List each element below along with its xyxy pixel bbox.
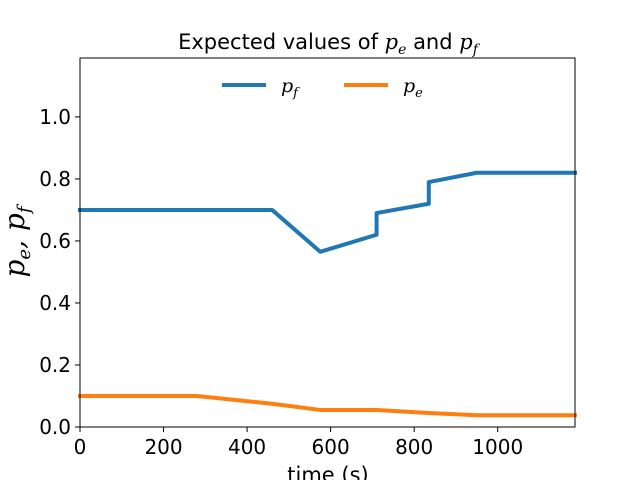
y-tick-label: 0.8 (39, 167, 71, 191)
y-tick-label: 0.4 (39, 291, 71, 315)
series-line-p-f (78, 170, 577, 254)
plot-frame (79, 57, 576, 428)
x-tick-label: 0 (74, 435, 87, 459)
y-tick-label: 0.6 (39, 229, 71, 253)
svg-text:pe, pf: pe, pf (0, 203, 35, 277)
chart-title: Expected values of pe and pf (178, 30, 481, 58)
chart-title-mid: and (406, 30, 459, 54)
chart-title-var-f: p (459, 30, 472, 54)
chart-title-sub-f: f (472, 42, 481, 58)
y-axis-label: pe, pf (0, 203, 35, 277)
x-tick-label: 200 (144, 435, 182, 459)
series-line-p-e (78, 393, 577, 418)
legend-label-p-f: pf (281, 75, 300, 101)
x-tick-label: 600 (312, 435, 350, 459)
plot-area (78, 170, 577, 418)
x-tick-label: 400 (228, 435, 266, 459)
chart-title-prefix: Expected values of (178, 30, 385, 54)
legend: pf pe (222, 75, 423, 101)
x-axis-label: time (s) (287, 463, 368, 480)
x-axis-ticks: 0 200 400 600 800 1000 (74, 427, 523, 459)
x-tick-label: 800 (395, 435, 433, 459)
y-tick-label: 0.0 (39, 415, 71, 439)
y-tick-label: 0.2 (39, 353, 71, 377)
chart-title-sub-e: e (398, 42, 406, 58)
x-tick-label: 1000 (472, 435, 523, 459)
y-axis-ticks: 0.0 0.2 0.4 0.6 0.8 1.0 (39, 105, 80, 439)
legend-label-p-e: pe (403, 75, 423, 101)
chart-title-var-e: p (385, 30, 398, 54)
y-tick-label: 1.0 (39, 105, 71, 129)
